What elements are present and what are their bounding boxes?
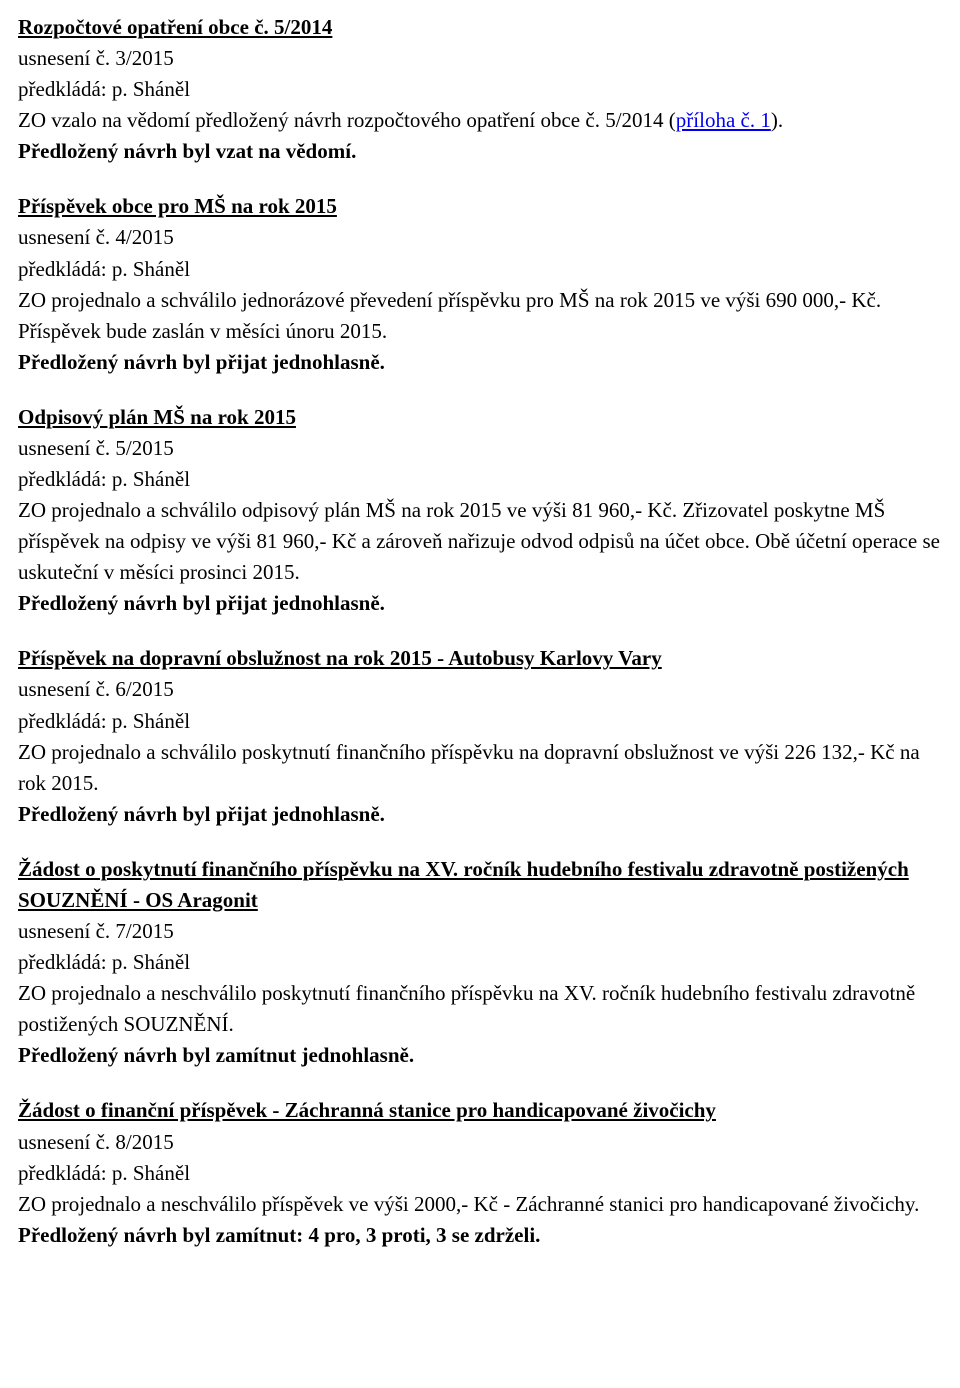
resolution-number: usnesení č. 5/2015	[18, 433, 942, 464]
body-line: ZO projednalo a neschválilo příspěvek ve…	[18, 1189, 942, 1220]
presenter: předkládá: p. Sháněl	[18, 1158, 942, 1189]
body-line: ZO projednalo a schválilo jednorázové př…	[18, 285, 942, 347]
section-heading: Příspěvek na dopravní obslužnost na rok …	[18, 643, 942, 674]
presenter: předkládá: p. Sháněl	[18, 947, 942, 978]
section-heading: Odpisový plán MŠ na rok 2015	[18, 402, 942, 433]
body-line: ZO projednalo a schválilo odpisový plán …	[18, 495, 942, 588]
section-heading: Příspěvek obce pro MŠ na rok 2015	[18, 191, 942, 222]
resolution-section: Žádost o poskytnutí finančního příspěvku…	[18, 854, 942, 1072]
result-line: Předložený návrh byl přijat jednohlasně.	[18, 347, 942, 378]
body-line: ZO projednalo a schválilo poskytnutí fin…	[18, 737, 942, 799]
presenter: předkládá: p. Sháněl	[18, 464, 942, 495]
body-line: ZO projednalo a neschválilo poskytnutí f…	[18, 978, 942, 1040]
resolution-section: Odpisový plán MŠ na rok 2015 usnesení č.…	[18, 402, 942, 620]
body-post: ).	[771, 108, 783, 132]
section-heading: Rozpočtové opatření obce č. 5/2014	[18, 12, 942, 43]
result-line: Předložený návrh byl zamítnut jednohlasn…	[18, 1040, 942, 1071]
presenter: předkládá: p. Sháněl	[18, 706, 942, 737]
resolution-section: Rozpočtové opatření obce č. 5/2014 usnes…	[18, 12, 942, 167]
resolution-number: usnesení č. 4/2015	[18, 222, 942, 253]
resolution-number: usnesení č. 8/2015	[18, 1127, 942, 1158]
result-line: Předložený návrh byl vzat na vědomí.	[18, 136, 942, 167]
resolution-number: usnesení č. 6/2015	[18, 674, 942, 705]
resolution-number: usnesení č. 3/2015	[18, 43, 942, 74]
resolution-section: Žádost o finanční příspěvek - Záchranná …	[18, 1095, 942, 1250]
result-line: Předložený návrh byl přijat jednohlasně.	[18, 588, 942, 619]
page-content: Rozpočtové opatření obce č. 5/2014 usnes…	[0, 0, 960, 1293]
body-line: ZO vzalo na vědomí předložený návrh rozp…	[18, 105, 942, 136]
result-line: Předložený návrh byl zamítnut: 4 pro, 3 …	[18, 1220, 942, 1251]
resolution-section: Příspěvek na dopravní obslužnost na rok …	[18, 643, 942, 829]
section-heading: Žádost o finanční příspěvek - Záchranná …	[18, 1095, 942, 1126]
presenter: předkládá: p. Sháněl	[18, 74, 942, 105]
section-heading: Žádost o poskytnutí finančního příspěvku…	[18, 854, 942, 916]
resolution-number: usnesení č. 7/2015	[18, 916, 942, 947]
result-line: Předložený návrh byl přijat jednohlasně.	[18, 799, 942, 830]
resolution-section: Příspěvek obce pro MŠ na rok 2015 usnese…	[18, 191, 942, 377]
body-pre: ZO vzalo na vědomí předložený návrh rozp…	[18, 108, 676, 132]
presenter: předkládá: p. Sháněl	[18, 254, 942, 285]
attachment-link[interactable]: příloha č. 1	[676, 108, 771, 132]
